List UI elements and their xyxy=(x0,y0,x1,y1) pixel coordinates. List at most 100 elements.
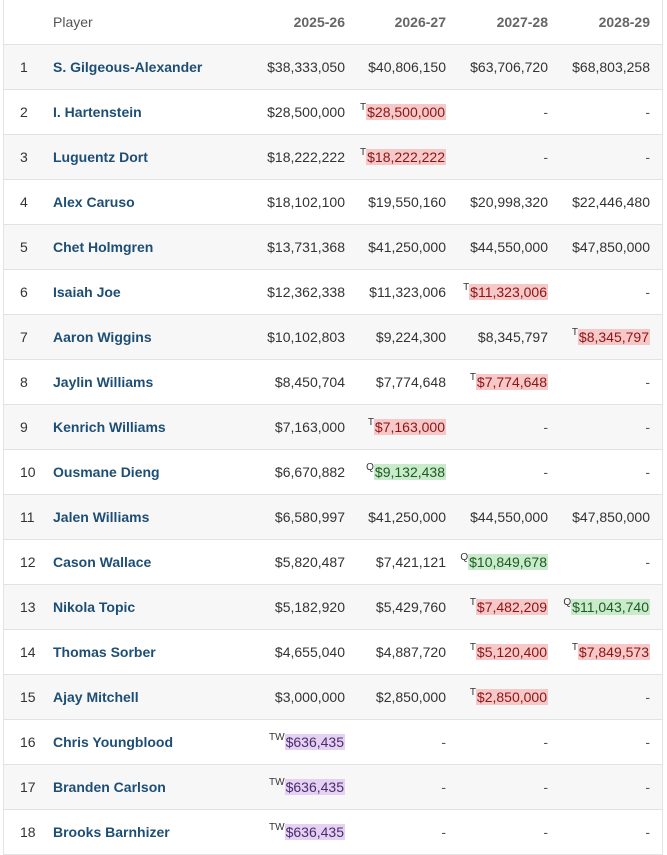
player-name-link[interactable]: Chris Youngblood xyxy=(53,734,174,750)
salary-cell-2026-27: $2,850,000 xyxy=(345,689,446,705)
player-name-link[interactable]: Alex Caruso xyxy=(53,194,135,210)
season-header-2026-27[interactable]: 2026-27 xyxy=(394,14,446,30)
salary-cell-2028-29: - xyxy=(548,734,650,750)
salary-amount: $20,998,320 xyxy=(470,194,548,210)
salary-amount: $9,132,438 xyxy=(373,464,446,480)
rank-cell: 12 xyxy=(4,554,53,570)
player-name-link[interactable]: S. Gilgeous-Alexander xyxy=(53,59,203,75)
salary-amount: $22,446,480 xyxy=(572,194,650,210)
salary-cell-2028-29: - xyxy=(548,149,650,165)
salary-amount: $636,435 xyxy=(284,779,345,795)
salary-cell-2025-26: $6,670,882 xyxy=(249,464,345,480)
player-name-link[interactable]: Nikola Topic xyxy=(53,599,136,615)
rank-number: 9 xyxy=(20,419,28,435)
salary-cell-2027-28: $20,998,320 xyxy=(446,194,548,210)
rank-number: 1 xyxy=(20,59,28,75)
table-row: 7 Aaron Wiggins $10,102,803 $9,224,300 $… xyxy=(4,314,662,359)
rank-cell: 1 xyxy=(4,59,53,75)
salary-cell-2028-29: T$8,345,797 xyxy=(548,328,650,345)
salary-cell-2027-28: $44,550,000 xyxy=(446,509,548,525)
salary-cell-2027-28: - xyxy=(446,734,548,750)
salary-amount: $11,323,006 xyxy=(369,284,446,300)
salary-cell-2027-28: T$5,120,400 xyxy=(446,642,548,660)
salary-amount: $47,850,000 xyxy=(572,239,650,255)
rank-number: 15 xyxy=(20,689,36,705)
salary-amount: $3,000,000 xyxy=(274,689,345,705)
player-name-link[interactable]: Branden Carlson xyxy=(53,779,166,795)
player-name-link[interactable]: Jaylin Williams xyxy=(53,374,154,390)
salary-cell-2028-29: - xyxy=(548,419,650,435)
salary-cell-2027-28: - xyxy=(446,149,548,165)
salary-cell-2025-26: $38,333,050 xyxy=(249,59,345,75)
salary-cell-2025-26: $4,655,040 xyxy=(249,644,345,660)
salary-cell-2026-27: $19,550,160 xyxy=(345,194,446,210)
salary-cell-2027-28: - xyxy=(446,104,548,120)
salary-cell-2028-29: - xyxy=(548,779,650,795)
salary-cell-2028-29: - xyxy=(548,104,650,120)
salary-amount: $7,774,648 xyxy=(475,374,548,390)
table-row: 8 Jaylin Williams $8,450,704 $7,774,648 … xyxy=(4,359,662,404)
salary-cell-2026-27: $40,806,150 xyxy=(345,59,446,75)
contract-tag: T xyxy=(360,147,367,158)
salary-cell-2025-26: TW$636,435 xyxy=(249,822,345,840)
salary-cell-2026-27: $7,421,121 xyxy=(345,554,446,570)
rank-number: 13 xyxy=(20,599,36,615)
season-header-2025-26[interactable]: 2025-26 xyxy=(293,14,345,30)
contract-tag: T xyxy=(469,687,476,698)
rank-number: 10 xyxy=(20,464,36,480)
contract-tag: T xyxy=(469,642,476,653)
player-name-link[interactable]: Luguentz Dort xyxy=(53,149,148,165)
salary-cell-2025-26: $7,163,000 xyxy=(249,419,345,435)
player-name-link[interactable]: Kenrich Williams xyxy=(53,419,166,435)
player-name-link[interactable]: Brooks Barnhizer xyxy=(53,824,170,840)
player-name-link[interactable]: Isaiah Joe xyxy=(53,284,121,300)
salary-amount: $7,482,209 xyxy=(475,599,548,615)
player-name-link[interactable]: Ousmane Dieng xyxy=(53,464,160,480)
salary-cell-2026-27: $5,429,760 xyxy=(345,599,446,615)
salary-amount: $41,250,000 xyxy=(368,239,446,255)
salary-cell-2025-26: TW$636,435 xyxy=(249,733,345,750)
salary-amount: $8,450,704 xyxy=(274,374,345,390)
salary-cell-2028-29: $22,446,480 xyxy=(548,194,650,210)
salary-cell-2026-27: $11,323,006 xyxy=(345,284,446,300)
salary-cell-2027-28: $44,550,000 xyxy=(446,239,548,255)
player-name-link[interactable]: Ajay Mitchell xyxy=(53,689,139,705)
salary-cell-2025-26: $5,820,487 xyxy=(249,554,345,570)
salary-cell-2026-27: T$18,222,222 xyxy=(345,147,446,165)
salary-amount: - xyxy=(645,374,650,390)
salary-amount: - xyxy=(645,104,650,120)
salary-cell-2028-29: Q$11,043,740 xyxy=(548,598,650,615)
table-row: 2 I. Hartenstein $28,500,000 T$28,500,00… xyxy=(4,89,662,134)
salary-cell-2028-29: - xyxy=(548,554,650,570)
player-name-link[interactable]: Aaron Wiggins xyxy=(53,329,152,345)
season-header-2028-29[interactable]: 2028-29 xyxy=(598,14,650,30)
salary-amount: - xyxy=(543,779,548,795)
salary-amount: $28,500,000 xyxy=(366,104,446,120)
player-name-link[interactable]: I. Hartenstein xyxy=(53,104,142,120)
salary-amount: - xyxy=(645,284,650,300)
salary-amount: $38,333,050 xyxy=(267,59,345,75)
salary-amount: $5,820,487 xyxy=(274,554,345,570)
season-header-2027-28[interactable]: 2027-28 xyxy=(496,14,548,30)
rank-number: 16 xyxy=(20,734,36,750)
salary-amount: $63,706,720 xyxy=(470,59,548,75)
salary-amount: - xyxy=(645,689,650,705)
salary-amount: $7,163,000 xyxy=(373,419,446,435)
salary-amount: $7,774,648 xyxy=(375,374,446,390)
salary-cell-2027-28: - xyxy=(446,419,548,435)
player-name-link[interactable]: Thomas Sorber xyxy=(53,644,156,660)
player-name-link[interactable]: Cason Wallace xyxy=(53,554,152,570)
contract-tag: TW xyxy=(269,822,285,833)
salary-amount: $636,435 xyxy=(284,824,345,840)
salary-amount: $7,421,121 xyxy=(375,554,446,570)
player-header[interactable]: Player xyxy=(53,14,93,30)
rank-cell: 17 xyxy=(4,779,53,795)
player-name-link[interactable]: Jalen Williams xyxy=(53,509,150,525)
salary-cell-2026-27: $41,250,000 xyxy=(345,239,446,255)
salary-amount: $2,850,000 xyxy=(475,689,548,705)
table-body: 1 S. Gilgeous-Alexander $38,333,050 $40,… xyxy=(4,44,662,854)
salary-cell-2025-26: $18,222,222 xyxy=(249,149,345,165)
salary-amount: $5,429,760 xyxy=(375,599,446,615)
rank-cell: 14 xyxy=(4,644,53,660)
player-name-link[interactable]: Chet Holmgren xyxy=(53,239,154,255)
